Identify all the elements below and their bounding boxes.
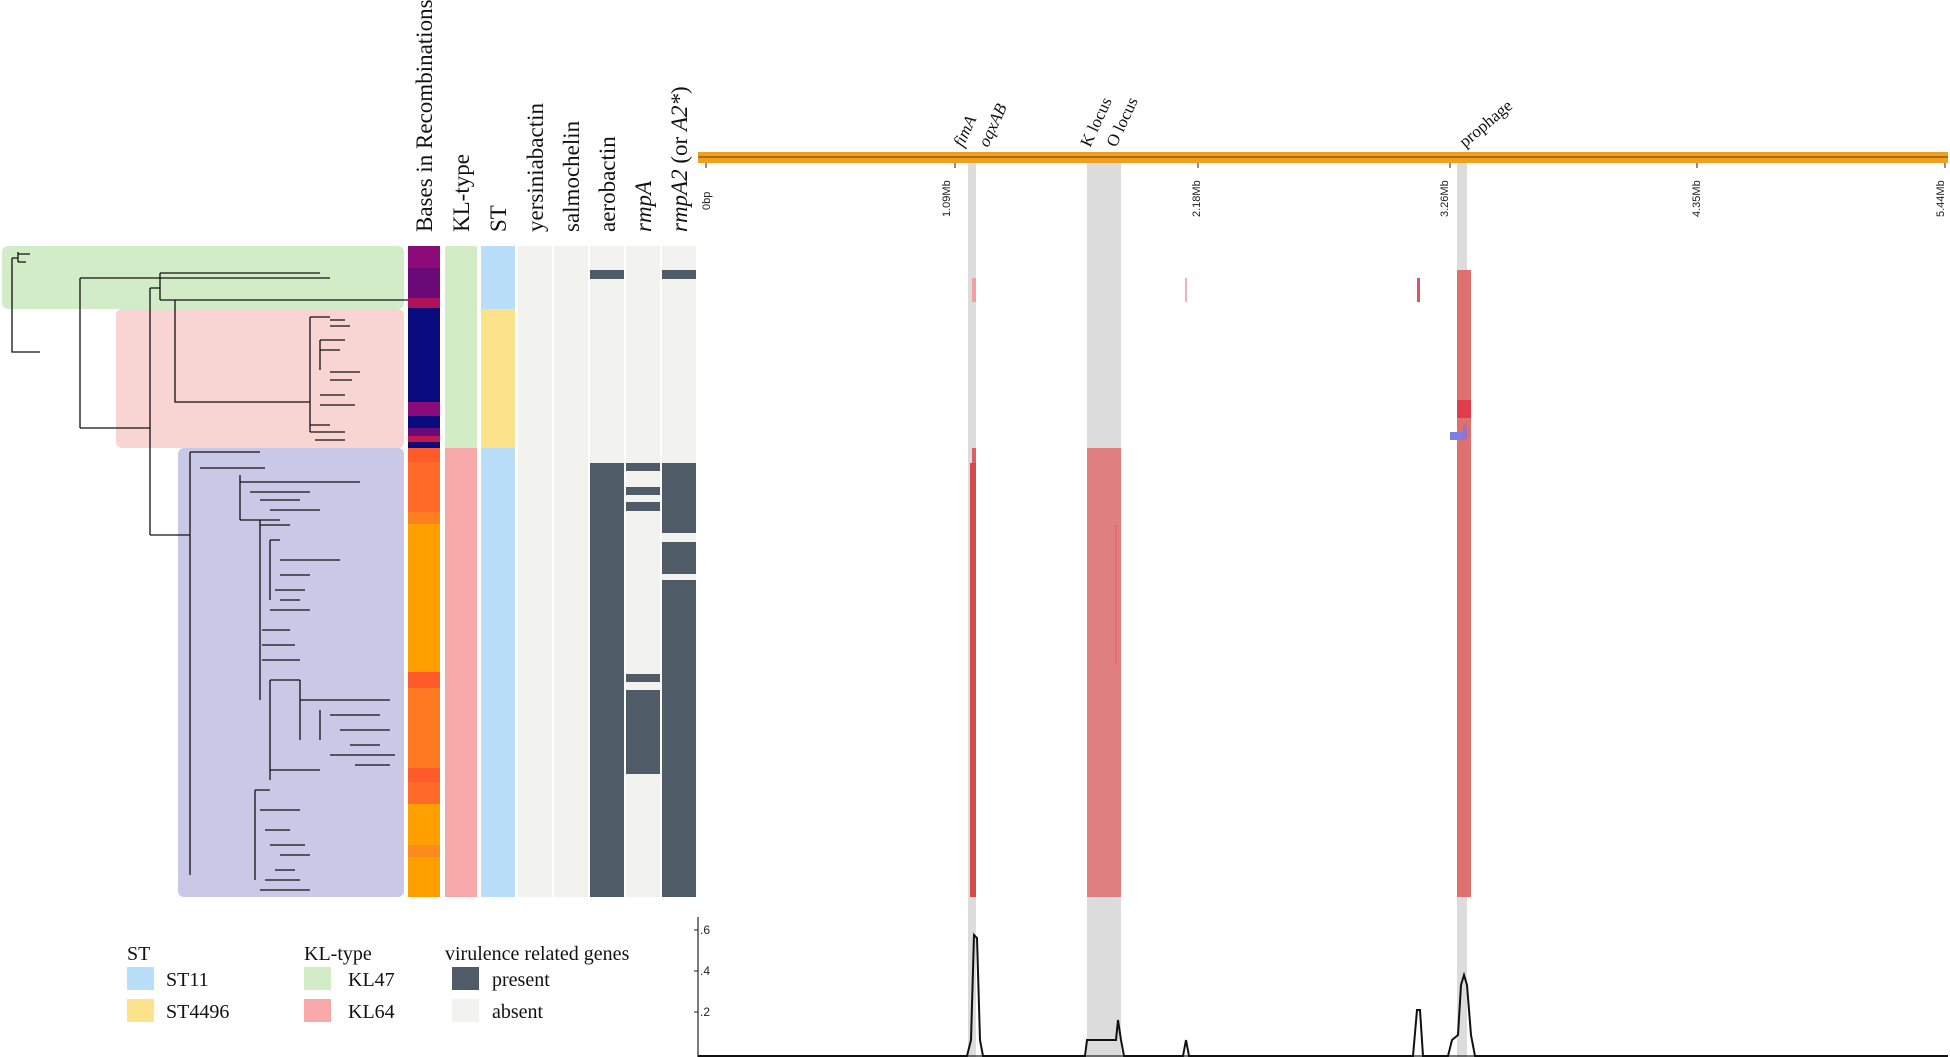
tick-label: 5.44Mb xyxy=(1935,180,1947,217)
header-rmpA2-close: ) xyxy=(667,86,692,94)
annotation-prophage: prophage xyxy=(1455,96,1516,151)
legend-kl: KL-type KL47 KL64 xyxy=(304,943,395,1023)
header-salmochelin: salmochelin xyxy=(559,120,584,232)
header-aerobactin: aerobactin xyxy=(595,136,620,232)
legend-st4496-swatch xyxy=(127,999,154,1022)
legend-absent-swatch xyxy=(452,999,479,1022)
legend-kl47-swatch xyxy=(304,967,331,990)
virulence-gene-columns xyxy=(518,246,696,897)
bases-in-recombinations-column xyxy=(408,246,440,897)
density-line xyxy=(698,932,1948,1057)
header-rmpA2-or: (or xyxy=(667,131,692,169)
recombination-density-plot: .6 .4 .2 xyxy=(694,917,1948,1057)
kl-type-column xyxy=(445,246,477,897)
legend-absent-label: absent xyxy=(492,1001,544,1023)
legend-kl64-label: KL64 xyxy=(348,1001,395,1023)
annotation-fimA: fimA xyxy=(949,112,980,150)
legend-present-label: present xyxy=(492,969,550,991)
legend-st4496-label: ST4496 xyxy=(166,1001,229,1023)
phylogenetic-tree xyxy=(11,252,430,891)
header-rmpA: rmpA xyxy=(631,180,656,232)
y-tick-label: .2 xyxy=(700,1005,710,1019)
header-rmpA2: rmpA2 (or A2*) xyxy=(667,86,692,232)
legend-st11-label: ST11 xyxy=(166,969,209,991)
st-column xyxy=(481,246,515,897)
genome-tick-labels: 0bp 1.09Mb 2.18Mb 3.26Mb 4.35Mb 5.44Mb xyxy=(701,180,1947,217)
clade-kl64-box xyxy=(178,448,404,897)
column-headers: Bases in Recombinations KL-type ST yersi… xyxy=(412,0,692,232)
header-kl-type: KL-type xyxy=(449,154,474,232)
tick-label: 4.35Mb xyxy=(1691,180,1703,217)
y-tick-label: .6 xyxy=(700,923,710,937)
header-bases: Bases in Recombinations xyxy=(412,0,437,232)
legend-present-swatch xyxy=(452,967,479,990)
tick-label: 2.18Mb xyxy=(1191,180,1203,217)
clade-st4496-box xyxy=(116,309,404,448)
legend-st11-swatch xyxy=(127,967,154,990)
header-rmpA2-alt: A2* xyxy=(667,93,692,133)
legend-kl-title: KL-type xyxy=(304,943,372,965)
legend-genes-title: virulence related genes xyxy=(445,943,630,965)
header-rmpA2-name: rmpA2 xyxy=(667,169,692,232)
genome-map xyxy=(698,152,1948,1057)
tick-label: 3.26Mb xyxy=(1439,180,1451,217)
header-yersiniabactin: yersiniabactin xyxy=(523,102,548,232)
legend-st-title: ST xyxy=(127,943,150,965)
legend-st: ST ST11 ST4496 xyxy=(127,943,229,1023)
legend-kl64-swatch xyxy=(304,999,331,1022)
annotation-oqxAB: oqxAB xyxy=(974,100,1011,150)
legend-genes: virulence related genes present absent xyxy=(445,943,630,1023)
tick-label: 1.09Mb xyxy=(941,180,953,217)
header-st: ST xyxy=(486,205,511,232)
y-tick-label: .4 xyxy=(700,964,710,978)
tick-label: 0bp xyxy=(701,192,713,210)
legend-kl47-label: KL47 xyxy=(348,969,395,991)
genome-tick-marks xyxy=(705,163,1946,168)
genome-annotations: fimA oqxAB K locus O locus prophage xyxy=(949,94,1516,151)
